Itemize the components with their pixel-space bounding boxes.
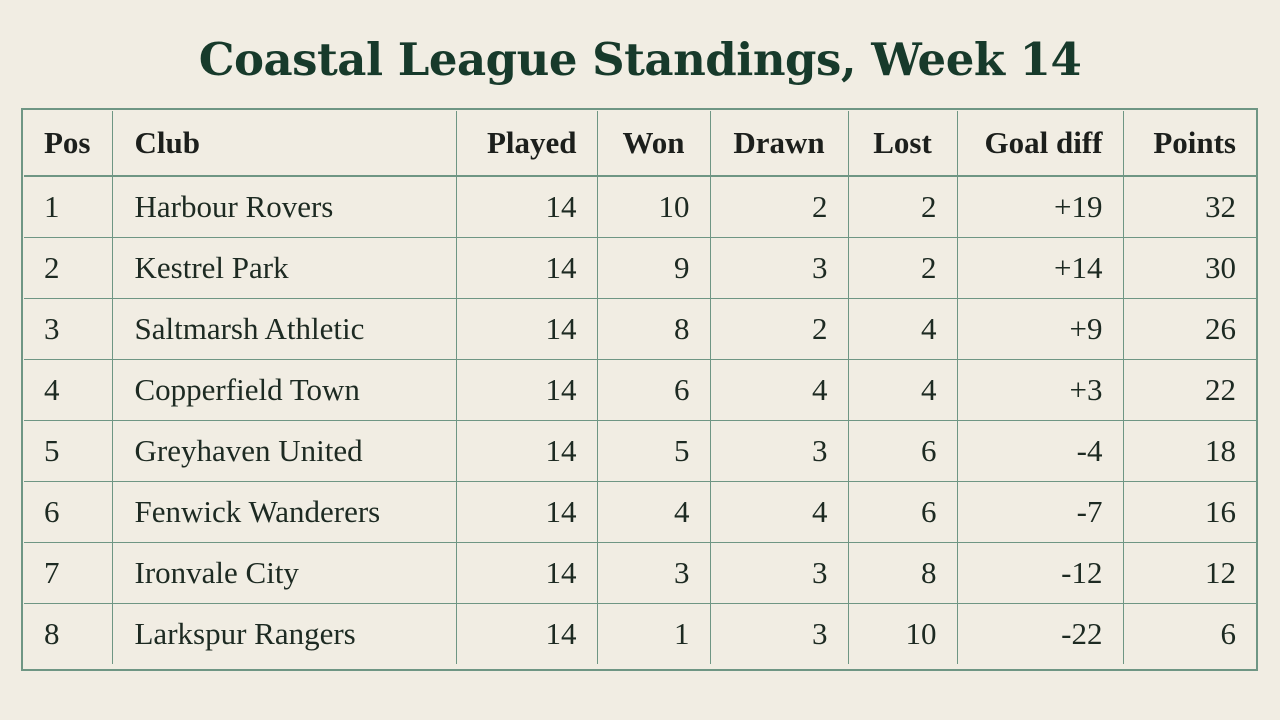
pos-cell: 7 — [24, 542, 113, 604]
table-title: Coastal League Standings, Week 14 — [198, 33, 1082, 86]
standings-table: Pos Club Played Won Drawn Lost Goal diff… — [24, 111, 1256, 664]
won-cell: 9 — [596, 237, 711, 299]
drawn-cell: 3 — [709, 542, 849, 604]
lost-cell: 4 — [847, 298, 958, 360]
table-row: 1 Harbour Rovers 14 10 2 2 +19 32 — [24, 175, 1256, 238]
club-cell: Copperfield Town — [111, 359, 457, 421]
table-row: 3 Saltmarsh Athletic 14 8 2 4 +9 26 — [24, 298, 1256, 360]
club-cell: Fenwick Wanderers — [111, 481, 457, 543]
played-cell: 14 — [455, 359, 598, 421]
won-cell: 10 — [596, 175, 711, 238]
table-row: 4 Copperfield Town 14 6 4 4 +3 22 — [24, 359, 1256, 421]
club-cell: Harbour Rovers — [111, 175, 457, 238]
points-cell: 26 — [1122, 298, 1256, 360]
pos-cell: 8 — [24, 603, 113, 664]
played-cell: 14 — [455, 237, 598, 299]
pos-cell: 1 — [24, 175, 113, 238]
table-row: 2 Kestrel Park 14 9 3 2 +14 30 — [24, 237, 1256, 299]
drawn-cell: 4 — [709, 359, 849, 421]
played-cell: 14 — [455, 420, 598, 482]
won-cell: 1 — [596, 603, 711, 664]
drawn-cell: 3 — [709, 420, 849, 482]
header-row: Pos Club Played Won Drawn Lost Goal diff… — [24, 111, 1256, 177]
played-cell: 14 — [455, 298, 598, 360]
won-cell: 4 — [596, 481, 711, 543]
table-row: 7 Ironvale City 14 3 3 8 -12 12 — [24, 542, 1256, 604]
column-header-played: Played — [455, 111, 598, 177]
drawn-cell: 3 — [709, 237, 849, 299]
played-cell: 14 — [455, 542, 598, 604]
lost-cell: 6 — [847, 420, 958, 482]
table-row: 6 Fenwick Wanderers 14 4 4 6 -7 16 — [24, 481, 1256, 543]
points-cell: 22 — [1122, 359, 1256, 421]
table-row: 5 Greyhaven United 14 5 3 6 -4 18 — [24, 420, 1256, 482]
drawn-cell: 4 — [709, 481, 849, 543]
table-body: 1 Harbour Rovers 14 10 2 2 +19 32 2 Kestrel Park 1… — [24, 175, 1256, 664]
goal-diff-cell: +9 — [956, 298, 1124, 360]
won-cell: 3 — [596, 542, 711, 604]
played-cell: 14 — [455, 175, 598, 238]
points-cell: 6 — [1122, 603, 1256, 664]
table-frame — [21, 108, 1258, 671]
goal-diff-cell: +3 — [956, 359, 1124, 421]
column-header-won: Won — [596, 111, 711, 177]
points-cell: 16 — [1122, 481, 1256, 543]
pos-cell: 5 — [24, 420, 113, 482]
goal-diff-cell: -22 — [956, 603, 1124, 664]
played-cell: 14 — [455, 603, 598, 664]
club-cell: Ironvale City — [111, 542, 457, 604]
drawn-cell: 3 — [709, 603, 849, 664]
column-header-points: Points — [1122, 111, 1256, 177]
goal-diff-cell: -4 — [956, 420, 1124, 482]
drawn-cell: 2 — [709, 298, 849, 360]
goal-diff-cell: -12 — [956, 542, 1124, 604]
column-header-pos: Pos — [24, 111, 113, 177]
lost-cell: 4 — [847, 359, 958, 421]
won-cell: 5 — [596, 420, 711, 482]
pos-cell: 4 — [24, 359, 113, 421]
played-cell: 14 — [455, 481, 598, 543]
points-cell: 32 — [1122, 175, 1256, 238]
pos-cell: 2 — [24, 237, 113, 299]
table-row: 8 Larkspur Rangers 14 1 3 10 -22 6 — [24, 603, 1256, 664]
points-cell: 18 — [1122, 420, 1256, 482]
pos-cell: 6 — [24, 481, 113, 543]
lost-cell: 2 — [847, 175, 958, 238]
column-header-goal-diff: Goal diff — [956, 111, 1124, 177]
club-cell: Saltmarsh Athletic — [111, 298, 457, 360]
club-cell: Greyhaven United — [111, 420, 457, 482]
lost-cell: 10 — [847, 603, 958, 664]
pos-cell: 3 — [24, 298, 113, 360]
goal-diff-cell: +14 — [956, 237, 1124, 299]
club-cell: Kestrel Park — [111, 237, 457, 299]
lost-cell: 2 — [847, 237, 958, 299]
column-header-club: Club — [111, 111, 457, 177]
goal-diff-cell: +19 — [956, 175, 1124, 238]
column-header-lost: Lost — [847, 111, 958, 177]
goal-diff-cell: -7 — [956, 481, 1124, 543]
club-cell: Larkspur Rangers — [111, 603, 457, 664]
won-cell: 8 — [596, 298, 711, 360]
points-cell: 12 — [1122, 542, 1256, 604]
drawn-cell: 2 — [709, 175, 849, 238]
points-cell: 30 — [1122, 237, 1256, 299]
column-header-drawn: Drawn — [709, 111, 849, 177]
lost-cell: 6 — [847, 481, 958, 543]
won-cell: 6 — [596, 359, 711, 421]
lost-cell: 8 — [847, 542, 958, 604]
